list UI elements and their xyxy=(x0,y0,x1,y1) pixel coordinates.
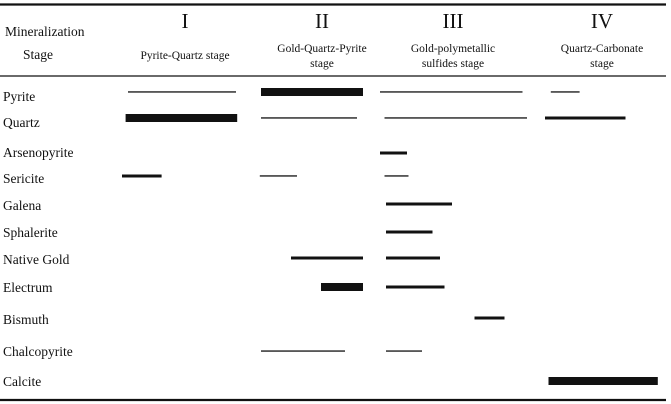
bar-native-gold-stage-2 xyxy=(291,256,363,260)
header-title-line1: Mineralization xyxy=(5,24,85,39)
bar-electrum-stage-2 xyxy=(321,283,363,291)
bar-galena-stage-3 xyxy=(386,202,452,206)
mineral-label-sericite: Sericite xyxy=(3,171,44,186)
bar-quartz-stage-3 xyxy=(384,117,527,119)
stage-name-3-line2: sulfides stage xyxy=(422,58,484,70)
stage-numeral-3: III xyxy=(443,9,464,33)
mineral-label-calcite: Calcite xyxy=(3,374,41,389)
stage-name-1: Pyrite-Quartz stage xyxy=(140,50,229,62)
bar-quartz-stage-2 xyxy=(261,117,357,119)
bar-chalcopyrite-stage-2 xyxy=(261,350,345,352)
mineral-label-galena: Galena xyxy=(3,198,41,213)
bar-pyrite-stage-1 xyxy=(128,91,236,93)
stage-name-4-line1: Quartz-Carbonate xyxy=(561,43,643,55)
bar-quartz-stage-1 xyxy=(125,114,238,122)
stage-numeral-1: I xyxy=(182,9,189,33)
mineral-label-quartz: Quartz xyxy=(3,115,40,130)
header-title-line2: Stage xyxy=(23,47,53,62)
stage-header-3: III Gold-polymetallic sulfides stage xyxy=(411,9,495,70)
duration-bars xyxy=(122,88,658,385)
stage-header-1: I Pyrite-Quartz stage xyxy=(140,9,229,62)
bar-sericite-stage-2 xyxy=(259,175,297,177)
mineral-label-native-gold: Native Gold xyxy=(3,252,70,267)
stage-header-4: IV Quartz-Carbonate stage xyxy=(561,9,643,70)
mineral-label-bismuth: Bismuth xyxy=(3,312,49,327)
stage-name-3-line1: Gold-polymetallic xyxy=(411,43,495,55)
bar-sericite-stage-3 xyxy=(384,175,409,177)
bar-bismuth-stage-3 xyxy=(474,316,505,320)
bar-pyrite-stage-4 xyxy=(550,91,580,93)
bar-electrum-stage-3 xyxy=(386,285,445,289)
bar-sphalerite-stage-3 xyxy=(386,230,433,234)
bar-quartz-stage-4 xyxy=(545,116,626,120)
stage-numeral-2: II xyxy=(315,9,329,33)
stage-header-2: II Gold-Quartz-Pyrite stage xyxy=(277,9,366,70)
bar-pyrite-stage-3 xyxy=(380,91,523,93)
mineral-label-pyrite: Pyrite xyxy=(3,89,35,104)
stage-name-2-line1: Gold-Quartz-Pyrite xyxy=(277,43,366,55)
bar-chalcopyrite-stage-3 xyxy=(386,350,422,352)
bar-pyrite-stage-2 xyxy=(261,88,363,96)
mineral-label-arsenopyrite: Arsenopyrite xyxy=(3,145,73,160)
mineral-label-electrum: Electrum xyxy=(3,280,53,295)
stage-name-2-line2: stage xyxy=(310,58,334,70)
stage-numeral-4: IV xyxy=(591,9,613,33)
mineral-label-chalcopyrite: Chalcopyrite xyxy=(3,344,73,359)
mineral-label-sphalerite: Sphalerite xyxy=(3,225,58,240)
bar-arsenopyrite-stage-3 xyxy=(380,151,407,155)
bar-native-gold-stage-3 xyxy=(386,256,440,260)
bar-sericite-stage-1 xyxy=(122,174,162,178)
bar-calcite-stage-4 xyxy=(548,377,658,385)
stage-name-4-line2: stage xyxy=(590,58,614,70)
